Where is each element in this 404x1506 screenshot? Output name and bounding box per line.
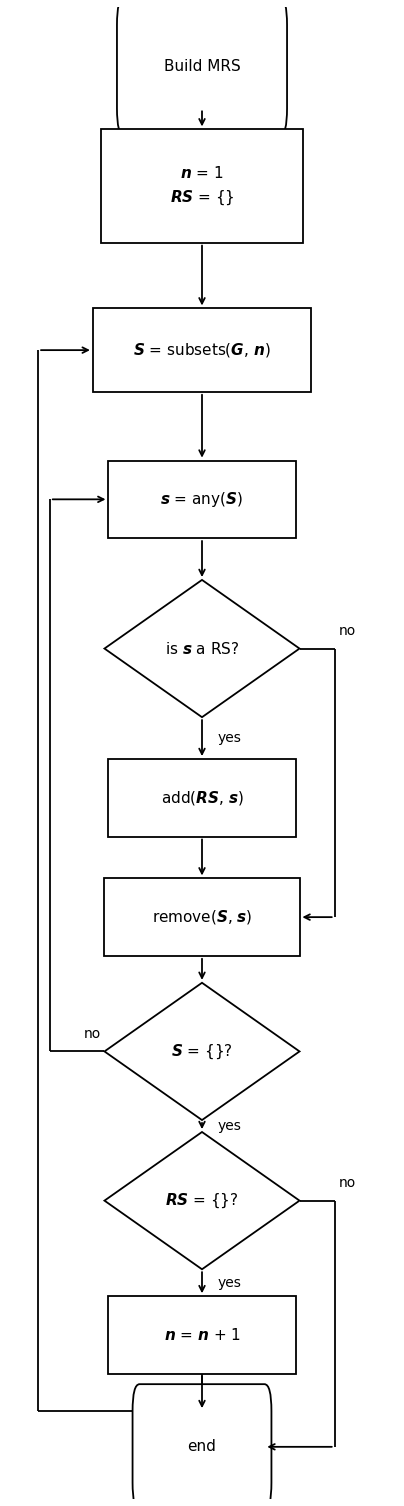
Text: yes: yes — [218, 1276, 242, 1289]
Bar — [105, 878, 299, 956]
Bar — [108, 1297, 296, 1373]
Polygon shape — [105, 983, 299, 1120]
Text: Build MRS: Build MRS — [164, 59, 240, 74]
Text: add($\boldsymbol{RS}$, $\boldsymbol{s}$): add($\boldsymbol{RS}$, $\boldsymbol{s}$) — [161, 789, 243, 807]
Text: no: no — [83, 1027, 101, 1041]
Bar — [93, 309, 311, 392]
Text: $\boldsymbol{S}$ = subsets($\boldsymbol{G}$, $\boldsymbol{n}$): $\boldsymbol{S}$ = subsets($\boldsymbol{… — [133, 342, 271, 358]
Text: remove($\boldsymbol{S}$, $\boldsymbol{s}$): remove($\boldsymbol{S}$, $\boldsymbol{s}… — [152, 908, 252, 926]
Text: $\boldsymbol{n}$ = $\boldsymbol{n}$ + 1: $\boldsymbol{n}$ = $\boldsymbol{n}$ + 1 — [164, 1327, 240, 1343]
Bar — [108, 461, 296, 538]
Text: $\boldsymbol{n}$ = 1
$\boldsymbol{RS}$ = {}: $\boldsymbol{n}$ = 1 $\boldsymbol{RS}$ =… — [170, 166, 234, 206]
Bar — [108, 759, 296, 836]
Text: yes: yes — [218, 730, 242, 745]
FancyBboxPatch shape — [133, 1384, 271, 1506]
Text: is $\boldsymbol{s}$ a RS?: is $\boldsymbol{s}$ a RS? — [165, 640, 239, 657]
Text: $\boldsymbol{s}$ = any($\boldsymbol{S}$): $\boldsymbol{s}$ = any($\boldsymbol{S}$) — [160, 489, 244, 509]
Text: no: no — [339, 1176, 356, 1190]
FancyBboxPatch shape — [117, 0, 287, 136]
Text: no: no — [339, 623, 356, 637]
Polygon shape — [105, 580, 299, 717]
Text: $\boldsymbol{S}$ = {}?: $\boldsymbol{S}$ = {}? — [171, 1042, 233, 1060]
Bar — [101, 130, 303, 242]
Polygon shape — [105, 1133, 299, 1270]
Text: yes: yes — [218, 1119, 242, 1133]
Text: $\boldsymbol{RS}$ = {}?: $\boldsymbol{RS}$ = {}? — [165, 1191, 239, 1209]
Text: end: end — [187, 1440, 217, 1455]
